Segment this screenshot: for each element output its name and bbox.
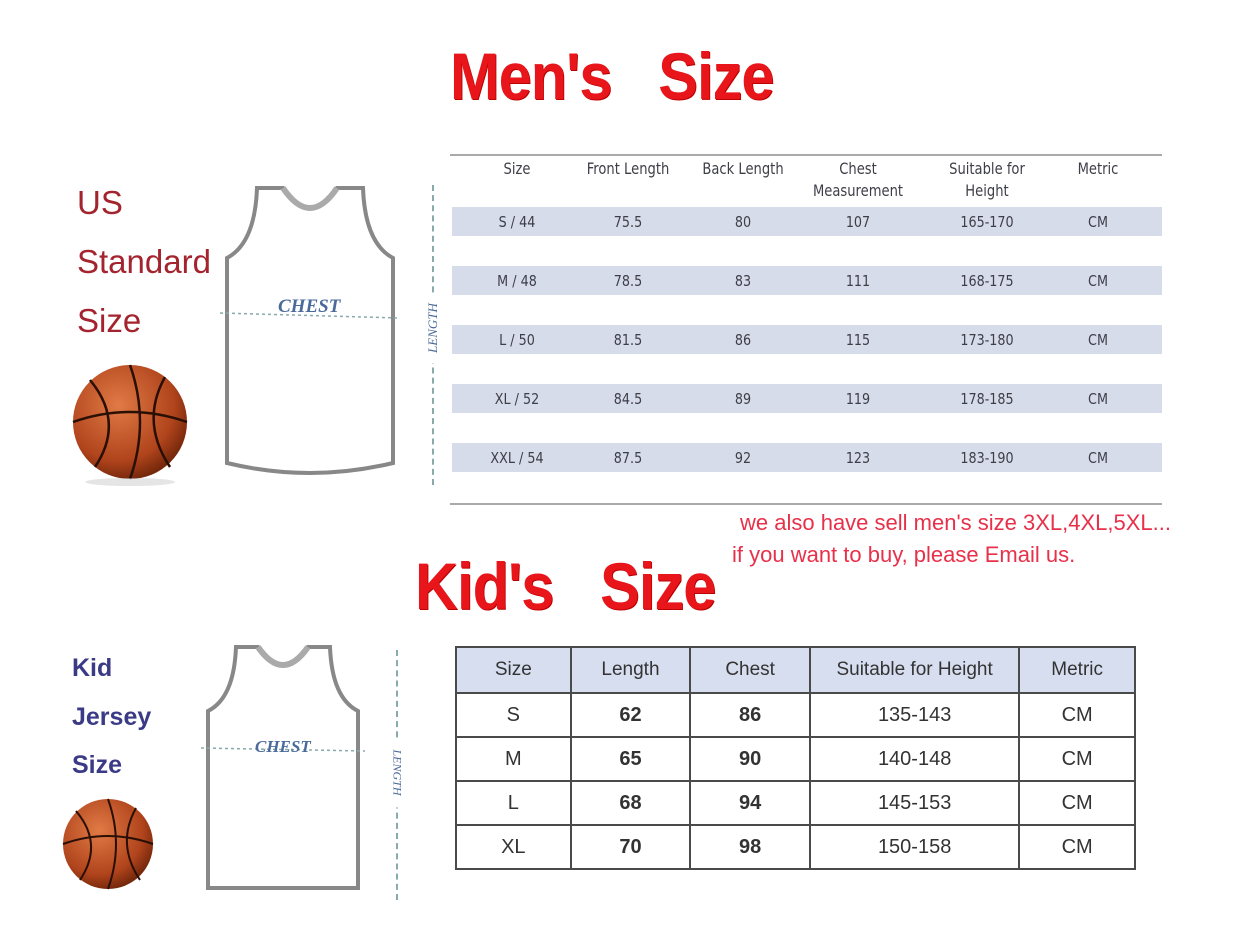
- table-row: [452, 325, 1162, 354]
- cell: 81.5: [613, 331, 643, 349]
- us-label: US: [77, 184, 123, 221]
- mens-jersey-diagram: [219, 186, 401, 475]
- cell: CM: [1018, 824, 1136, 870]
- table-row: [452, 384, 1162, 413]
- cell: 65: [569, 736, 692, 782]
- basketball-icon: [62, 798, 154, 890]
- cell: CM: [1088, 331, 1108, 349]
- length-label: LENGTH: [425, 293, 441, 363]
- cell: 62: [569, 692, 692, 738]
- chest-label: CHEST: [278, 296, 341, 317]
- cell: CM: [1088, 272, 1108, 290]
- table-row: [452, 207, 1162, 236]
- header-cell: Suitable for Height: [808, 646, 1021, 694]
- table-row: S 62 86 135-143 CM: [455, 692, 1136, 738]
- length-label: LENGTH: [389, 737, 405, 808]
- header-cell: Length: [569, 646, 692, 694]
- cell: 84.5: [613, 390, 643, 408]
- cell: 86: [689, 692, 811, 738]
- cell: CM: [1088, 390, 1108, 408]
- table-top-rule: [450, 154, 1162, 156]
- header-cell: Front Length: [586, 159, 670, 178]
- cell: 183-190: [960, 449, 1014, 467]
- cell: L: [455, 780, 572, 826]
- cell: 135-143: [808, 692, 1021, 738]
- cell: 94: [689, 780, 811, 826]
- cell: 78.5: [613, 272, 643, 290]
- header-cell: Suitable for Height: [949, 159, 1025, 200]
- size-label: Size: [72, 751, 123, 779]
- cell: 92: [734, 449, 752, 467]
- cell: CM: [1018, 692, 1136, 738]
- cell: 168-175: [960, 272, 1014, 290]
- header-cell: Chest: [689, 646, 811, 694]
- cell: 119: [845, 390, 871, 408]
- cell: XL / 52: [494, 390, 540, 408]
- cell: 178-185: [960, 390, 1014, 408]
- table-row: [452, 266, 1162, 295]
- cell: 140-148: [808, 736, 1021, 782]
- cell: 80: [734, 213, 752, 231]
- cell: 75.5: [613, 213, 643, 231]
- cell: CM: [1088, 449, 1108, 467]
- note-line-2: if you want to buy, please Email us.: [732, 542, 1076, 567]
- cell: XXL / 54: [490, 449, 544, 467]
- table-row: [452, 443, 1162, 472]
- cell: 98: [689, 824, 811, 870]
- mens-size-title: Men's Size: [450, 39, 774, 113]
- cell: M: [455, 736, 572, 782]
- table-header-row: Size Length Chest Suitable for Height Me…: [455, 646, 1136, 694]
- jersey-label: Jersey: [72, 703, 152, 731]
- note-line-1: we also have sell men's size 3XL,4XL,5XL…: [740, 510, 1171, 535]
- kids-size-title: Kid's Size: [415, 549, 716, 623]
- cell: 68: [569, 780, 692, 826]
- table-row: L 68 94 145-153 CM: [455, 780, 1136, 826]
- cell: 165-170: [960, 213, 1014, 231]
- cell: 83: [734, 272, 752, 290]
- cell: 173-180: [960, 331, 1014, 349]
- cell: 150-158: [808, 824, 1021, 870]
- cell: CM: [1088, 213, 1108, 231]
- header-cell: Size: [503, 159, 531, 178]
- cell: 123: [845, 449, 871, 467]
- cell: 86: [734, 331, 752, 349]
- header-cell: Chest Measurement: [812, 159, 904, 200]
- size-label: Size: [77, 302, 142, 339]
- standard-label: Standard: [77, 243, 211, 280]
- cell: 70: [569, 824, 692, 870]
- cell: 90: [689, 736, 811, 782]
- cell: L / 50: [499, 331, 535, 349]
- cell: CM: [1018, 780, 1136, 826]
- cell: S / 44: [498, 213, 536, 231]
- table-row: M 65 90 140-148 CM: [455, 736, 1136, 782]
- cell: 111: [845, 272, 871, 290]
- cell: S: [455, 692, 572, 738]
- cell: M / 48: [497, 272, 537, 290]
- kid-label: Kid: [72, 654, 113, 682]
- header-cell: Metric: [1077, 159, 1119, 178]
- cell: 145-153: [808, 780, 1021, 826]
- cell: 107: [845, 213, 871, 231]
- kids-jersey-diagram: [200, 645, 366, 890]
- chest-label: CHEST: [255, 737, 311, 756]
- header-cell: Size: [455, 646, 572, 694]
- basketball-icon: [72, 364, 188, 486]
- header-cell: Back Length: [702, 159, 784, 178]
- cell: 87.5: [613, 449, 643, 467]
- cell: CM: [1018, 736, 1136, 782]
- cell: XL: [455, 824, 572, 870]
- kids-size-table: Size Length Chest Suitable for Height Me…: [455, 646, 1136, 870]
- table-bottom-rule: [450, 503, 1162, 505]
- cell: 89: [734, 390, 752, 408]
- header-cell: Metric: [1018, 646, 1136, 694]
- cell: 115: [845, 331, 871, 349]
- table-row: XL 70 98 150-158 CM: [455, 824, 1136, 870]
